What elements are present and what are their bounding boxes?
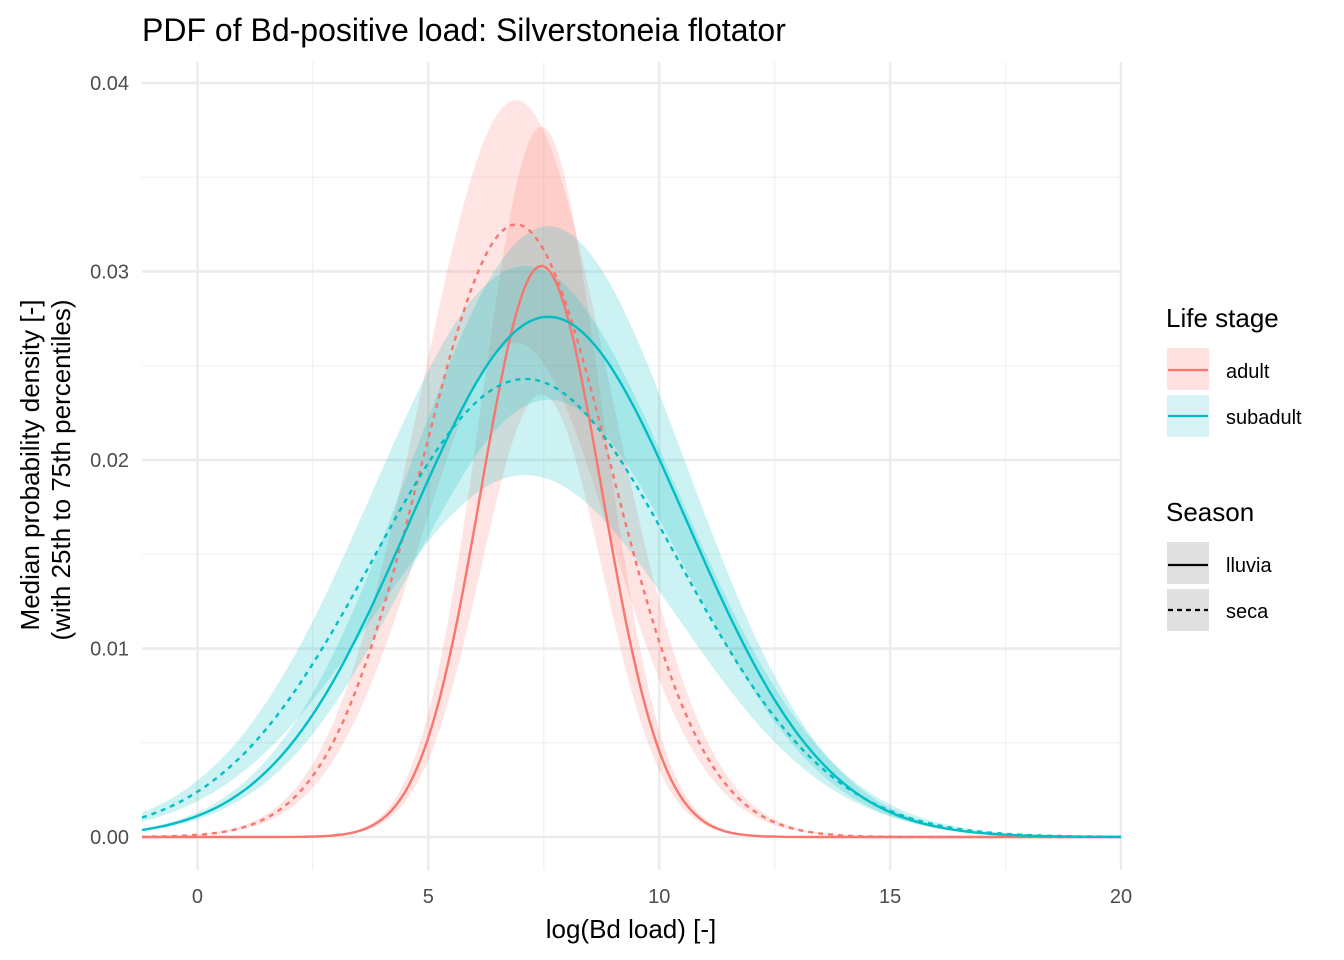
y-tick-label: 0.00 (90, 827, 129, 849)
ribbon-subadult-lluvia (142, 226, 1121, 837)
legend-label-subadult: subadult (1226, 407, 1302, 429)
line-subadult-lluvia (141, 315, 1121, 839)
x-tick-label: 0 (192, 886, 203, 908)
x-tick-label: 20 (1110, 886, 1132, 908)
legend-label-lluvia: lluvia (1226, 555, 1272, 577)
legend-item-adult: adult (1167, 348, 1270, 390)
x-tick-label: 10 (648, 886, 670, 908)
chart-title: PDF of Bd-positive load: Silverstoneia f… (142, 12, 786, 48)
y-axis-title-line1: Median probability density [-] (15, 300, 45, 631)
y-axis-title: Median probability density [-] (with 25t… (15, 299, 76, 640)
legend-season: Season lluvia seca (1166, 497, 1272, 631)
x-axis-title: log(Bd load) [-] (546, 914, 717, 944)
y-tick-label: 0.01 (90, 639, 129, 661)
x-tick-label: 15 (879, 886, 901, 908)
legend-item-subadult: subadult (1167, 395, 1302, 437)
ribbons (142, 100, 1121, 837)
y-axis-ticks: 0.00 0.01 0.02 0.03 0.04 (90, 73, 129, 849)
legend-season-title: Season (1166, 497, 1254, 527)
legend-item-seca: seca (1167, 589, 1269, 631)
legend-life-stage: Life stage adult subadult (1166, 303, 1302, 437)
x-tick-label: 5 (423, 886, 434, 908)
x-axis-ticks: 0 5 10 15 20 (192, 886, 1132, 908)
line-adult-seca (141, 223, 1121, 839)
y-axis-title-line2: (with 25th to 75th percentiles) (46, 299, 76, 640)
legend-key-lluvia (1167, 542, 1209, 584)
legend-item-lluvia: lluvia (1167, 542, 1272, 584)
legend-label-adult: adult (1226, 361, 1270, 383)
y-tick-label: 0.02 (90, 450, 129, 472)
ribbon-subadult-seca (142, 265, 1121, 837)
legend-life-stage-title: Life stage (1166, 303, 1279, 333)
line-subadult-seca (141, 377, 1121, 838)
y-tick-label: 0.04 (90, 73, 129, 95)
legend-label-seca: seca (1226, 601, 1269, 623)
series-lines (141, 223, 1121, 839)
line-adult-lluvia (142, 264, 1121, 839)
y-tick-label: 0.03 (90, 262, 129, 284)
